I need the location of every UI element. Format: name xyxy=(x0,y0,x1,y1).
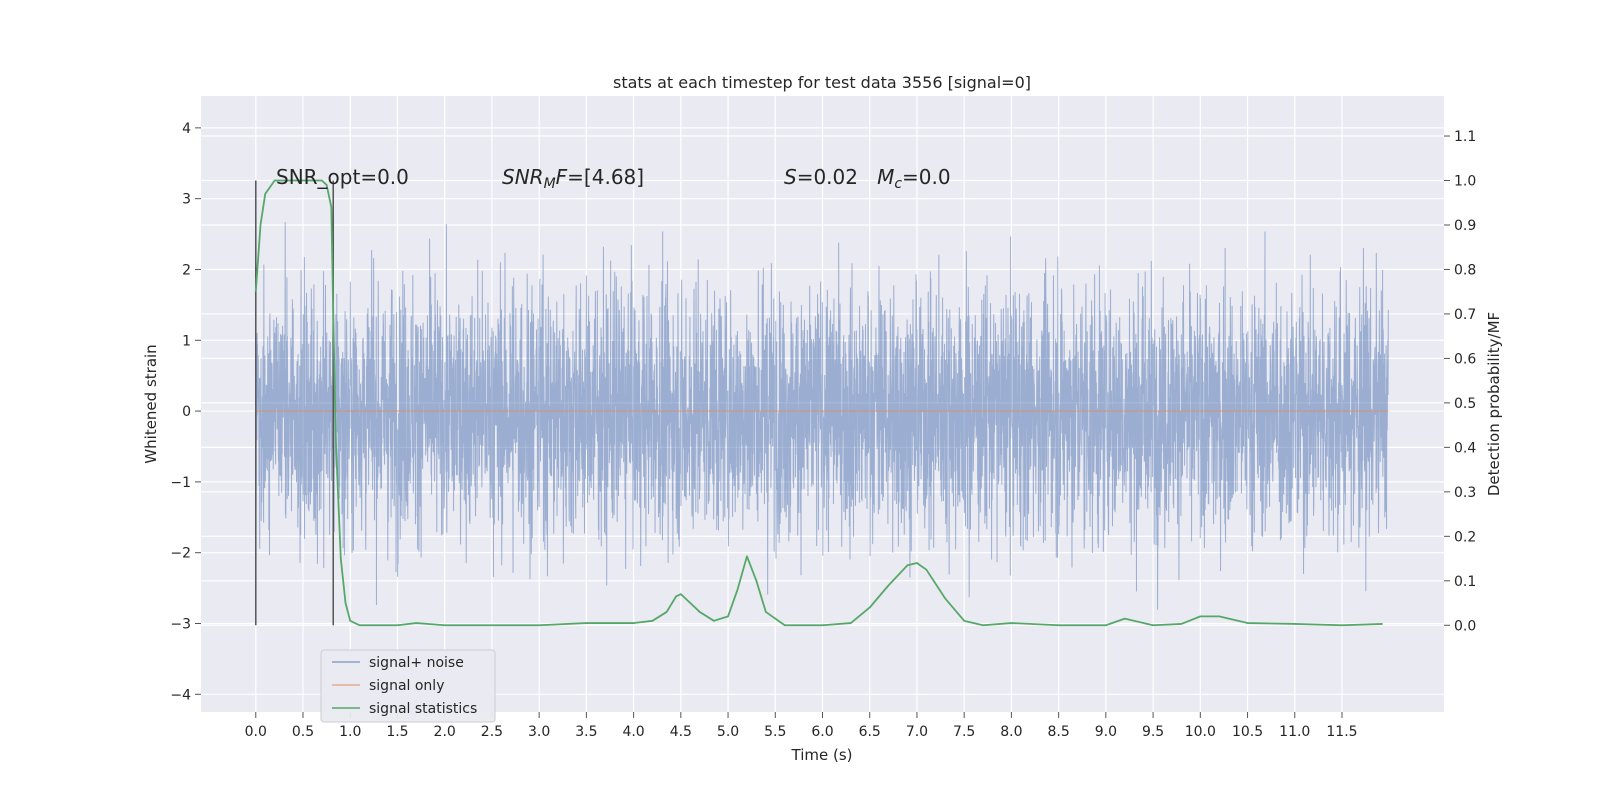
x-tick-label: 1.5 xyxy=(386,724,408,740)
y-tick-label-left: −3 xyxy=(170,616,191,632)
y-tick-label-right: 0.8 xyxy=(1454,262,1476,278)
x-tick-label: 8.0 xyxy=(1000,724,1022,740)
x-tick-label: 7.5 xyxy=(953,724,975,740)
y-tick-label-right: 0.2 xyxy=(1454,529,1476,545)
y-tick-label-left: 0 xyxy=(182,404,191,420)
y-tick-label-left: 4 xyxy=(182,121,191,137)
legend-label-signal-only: signal only xyxy=(369,678,444,694)
x-tick-label: 4.5 xyxy=(670,724,692,740)
y-tick-label-left: −4 xyxy=(170,687,191,703)
x-tick-label: 11.5 xyxy=(1326,724,1357,740)
x-tick-label: 3.5 xyxy=(575,724,597,740)
x-tick-label: 10.5 xyxy=(1232,724,1263,740)
x-tick-label: 8.5 xyxy=(1047,724,1069,740)
legend-label-signal-statistics: signal statistics xyxy=(369,701,477,717)
y-tick-label-right: 1.0 xyxy=(1454,174,1476,190)
x-tick-label: 0.0 xyxy=(245,724,267,740)
y-tick-label-left: −2 xyxy=(170,546,191,562)
y-tick-label-left: 3 xyxy=(182,192,191,208)
legend: signal+ noise signal only signal statist… xyxy=(320,649,496,723)
annotation-snr-mf: SNRMF=[4.68] xyxy=(502,165,644,192)
x-tick-label: 5.0 xyxy=(717,724,739,740)
x-tick-label: 4.0 xyxy=(622,724,644,740)
x-axis-label: Time (s) xyxy=(791,746,853,764)
annotation-snr-opt-text: SNR_opt=0.0 xyxy=(276,165,409,189)
annotation-snr-opt: SNR_opt=0.0 xyxy=(276,165,409,189)
x-tick-label: 2.0 xyxy=(434,724,456,740)
x-tick-label: 3.0 xyxy=(528,724,550,740)
x-tick-label: 0.5 xyxy=(292,724,314,740)
annotation-stats-text: S=0.02 Mc=0.0 xyxy=(784,165,951,192)
y-tick-label-left: 1 xyxy=(182,333,191,349)
y-axis-label-right: Detection probability/MF xyxy=(1485,312,1503,496)
annotation-stats: S=0.02 Mc=0.0 xyxy=(784,165,951,192)
x-tick-label: 9.0 xyxy=(1095,724,1117,740)
y-tick-label-right: 0.3 xyxy=(1454,485,1476,501)
y-tick-label-right: 0.4 xyxy=(1454,440,1476,456)
series-signal-noise xyxy=(255,222,1389,610)
x-tick-label: 9.5 xyxy=(1142,724,1164,740)
signal-noise-line xyxy=(255,222,1389,610)
x-tick-label: 6.0 xyxy=(811,724,833,740)
x-tick-label: 6.5 xyxy=(859,724,881,740)
y-axis-label-left: Whitened strain xyxy=(142,344,160,463)
series-signal-statistics xyxy=(254,179,1383,627)
x-ticks: 0.0 0.5 1.0 1.5 2.0 2.5 3.0 3.5 4.0 4.5 5.0 5.5 6.0 6… xyxy=(245,712,1358,740)
window-markers xyxy=(255,180,334,626)
y-tick-label-right: 1.1 xyxy=(1454,129,1476,145)
signal-statistics-line xyxy=(254,179,1383,627)
legend-label-signal-noise: signal+ noise xyxy=(369,655,464,671)
x-tick-label: 5.5 xyxy=(764,724,786,740)
y-tick-label-right: 0.6 xyxy=(1454,351,1476,367)
y-tick-label-left: 2 xyxy=(182,262,191,278)
chart-title: stats at each timestep for test data 355… xyxy=(613,73,1031,92)
x-tick-label: 2.5 xyxy=(481,724,503,740)
x-tick-label: 11.0 xyxy=(1279,724,1310,740)
y-tick-label-right: 0.1 xyxy=(1454,574,1476,590)
x-tick-label: 7.0 xyxy=(906,724,928,740)
y-ticks-right: 0.0 0.1 0.2 0.3 0.4 0.5 0.6 0.7 0.8 0.9 1.0 1.1 xyxy=(1444,129,1476,634)
y-tick-label-right: 0.7 xyxy=(1454,307,1476,323)
annotation-snr-mf-text: SNRMF=[4.68] xyxy=(502,165,644,192)
y-tick-label-right: 0.5 xyxy=(1454,396,1476,412)
x-tick-label: 1.0 xyxy=(339,724,361,740)
y-tick-label-right: 0.0 xyxy=(1454,618,1476,634)
legend-box xyxy=(320,649,496,723)
y-ticks-left: −4 −3 −2 −1 0 1 2 3 4 xyxy=(170,121,201,703)
y-tick-label-right: 0.9 xyxy=(1454,218,1476,234)
x-tick-label: 10.0 xyxy=(1185,724,1216,740)
y-tick-label-left: −1 xyxy=(170,475,191,491)
